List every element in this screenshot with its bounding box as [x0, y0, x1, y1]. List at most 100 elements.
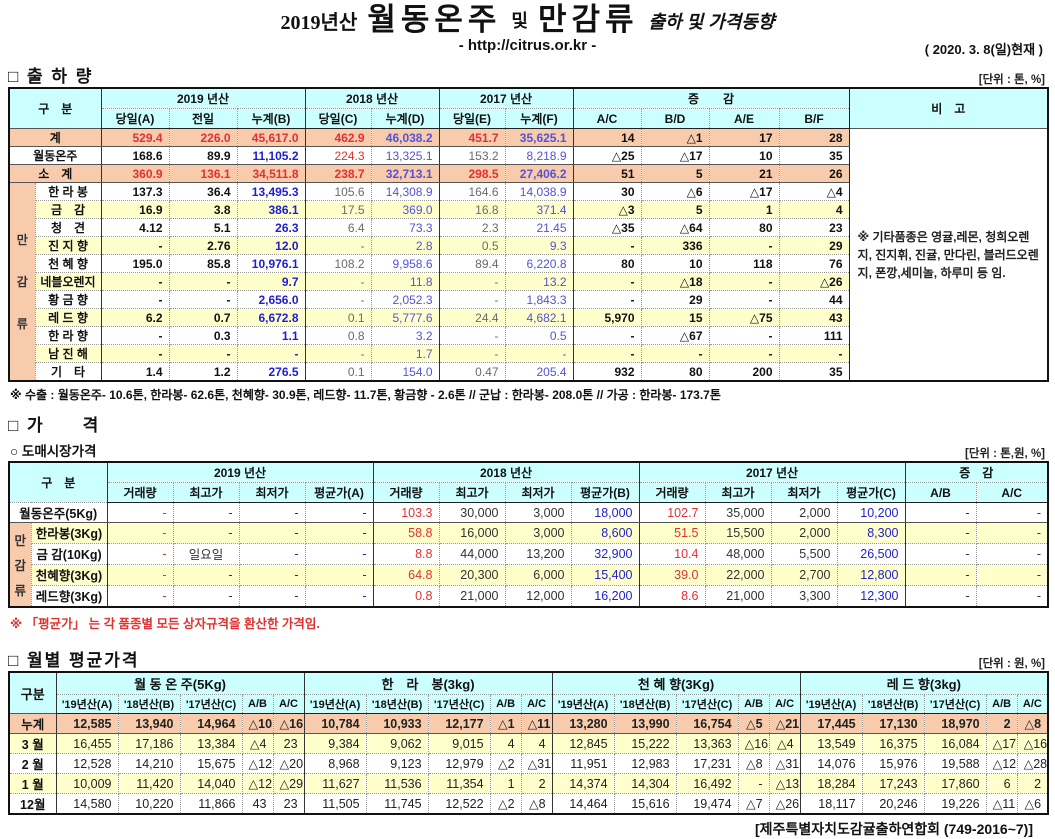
- table-cell: 12,983: [613, 753, 677, 774]
- table-cell: 4,682.1: [504, 308, 574, 327]
- table-cell: 226.0: [168, 128, 238, 147]
- row-label: 한 라 봉: [34, 182, 102, 201]
- table-cell: 43: [778, 308, 850, 327]
- table-cell: 20,246: [861, 793, 925, 815]
- table-cell: 12,522: [427, 793, 491, 815]
- table-cell: 23: [272, 793, 305, 815]
- table-cell: △6: [1016, 793, 1049, 815]
- table-cell: 26: [778, 164, 850, 183]
- table-cell: -: [238, 584, 306, 608]
- table-cell: △11: [520, 713, 553, 734]
- table-cell: 16,084: [923, 733, 987, 754]
- table-cell: 39.0: [638, 563, 706, 586]
- table-cell: 8.6: [638, 584, 706, 608]
- column-header: '19년산(A): [799, 694, 863, 714]
- table-cell: 11,627: [303, 773, 367, 794]
- table-cell: -: [304, 584, 374, 608]
- table-cell: 2: [985, 713, 1018, 734]
- table-cell: △6: [640, 182, 710, 201]
- table-cell: △1: [489, 713, 522, 734]
- table-cell: 29: [640, 290, 710, 309]
- table-cell: 2: [520, 773, 553, 794]
- table-row: 소 계 360.9 136.1 34,511.8 238.7 32,713.1 298.5 2…: [8, 164, 1049, 183]
- row-label: 1 월: [8, 773, 57, 794]
- table-cell: 85.8: [168, 254, 238, 273]
- table-cell: 9,123: [365, 753, 429, 774]
- monthly-section-header: □ 월별 평균가격 [단위 : 원, %]: [8, 646, 1047, 671]
- table-cell: -: [708, 272, 780, 291]
- table-cell: 118: [708, 254, 780, 273]
- table-cell: 58.8: [372, 522, 440, 544]
- table-cell: 12,845: [551, 733, 615, 754]
- column-header: '18년산(B): [613, 694, 677, 714]
- table-cell: -: [904, 502, 977, 523]
- table-cell: 24.4: [438, 308, 506, 327]
- column-header: 당일(A): [100, 108, 170, 129]
- table-cell: 336: [640, 236, 710, 255]
- table-cell: 4: [778, 200, 850, 219]
- row-label: 청 견: [34, 218, 102, 237]
- table-cell: 5: [640, 200, 710, 219]
- table-cell: 9,062: [365, 733, 429, 754]
- corner-header: 구분: [8, 671, 57, 714]
- column-header: 최저가: [504, 482, 572, 503]
- column-header: 평균가(C): [836, 482, 906, 503]
- table-cell: △13: [768, 773, 801, 794]
- table-cell: 21.45: [504, 218, 574, 237]
- table-cell: 17,445: [799, 713, 863, 734]
- table-cell: 16.8: [438, 200, 506, 219]
- table-cell: -: [572, 344, 642, 363]
- column-header: 당일(C): [304, 108, 372, 129]
- column-header: '17년산(C): [427, 694, 491, 714]
- table-cell: 14,580: [55, 793, 119, 815]
- table-cell: 89.9: [168, 146, 238, 165]
- table-cell: 19,474: [675, 793, 739, 815]
- table-cell: 16,200: [570, 584, 640, 608]
- table-cell: 6: [985, 773, 1018, 794]
- table-cell: △31: [520, 753, 553, 774]
- group-header: 천 혜 향(3Kg): [551, 671, 801, 695]
- table-cell: △11: [985, 793, 1018, 815]
- table-cell: 153.2: [438, 146, 506, 165]
- table-cell: 5,500: [770, 542, 838, 565]
- table-cell: 5,777.6: [370, 308, 440, 327]
- table-cell: 0.5: [504, 326, 574, 345]
- price-subsection-header: ○ 도매시장가격 [단위 : 톤,원, %]: [8, 438, 1047, 461]
- table-cell: 11.8: [370, 272, 440, 291]
- table-cell: -: [238, 522, 306, 544]
- group-header: 증 감: [572, 87, 850, 109]
- table-cell: 35,000: [704, 502, 772, 523]
- table-cell: 4.12: [100, 218, 170, 237]
- table-cell: 1: [489, 773, 522, 794]
- table-cell: 0.1: [304, 308, 372, 327]
- group-header: 2017 년산: [438, 87, 574, 109]
- table-cell: 2,656.0: [236, 290, 306, 309]
- table-cell: 30,000: [438, 502, 506, 523]
- table-cell: 32,900: [570, 542, 640, 565]
- row-label: 황 금 향: [34, 290, 102, 309]
- table-cell: 12,528: [55, 753, 119, 774]
- table-row: 1 월 10,009 11,420 14,040 △12 △29 11,627 11,536 1…: [8, 773, 1049, 794]
- table-cell: 11,354: [427, 773, 491, 794]
- table-cell: -: [708, 326, 780, 345]
- group-header: 2018 년산: [372, 461, 640, 483]
- column-header: A/B: [985, 694, 1018, 714]
- table-cell: 4: [520, 733, 553, 754]
- row-label: 금 감(10Kg): [30, 542, 108, 565]
- shipment-footnote: ※ 수출 : 월동온주- 10.6톤, 한라봉- 62.6톤, 천혜향- 30.…: [10, 388, 721, 402]
- table-cell: -: [708, 236, 780, 255]
- table-cell: 5.1: [168, 218, 238, 237]
- table-cell: 12,979: [427, 753, 491, 774]
- table-cell: 3,300: [770, 584, 838, 608]
- table-cell: 451.7: [438, 128, 506, 147]
- report-header: 2019년산 월동온주 및 만감류 출하 및 가격동향 - http://cit…: [8, 4, 1047, 60]
- group-header: 2018 년산: [304, 87, 440, 109]
- column-header: A/C: [572, 108, 642, 129]
- column-header: '17년산(C): [923, 694, 987, 714]
- table-cell: 51.5: [638, 522, 706, 544]
- table-cell: 1.1: [236, 326, 306, 345]
- table-row: 레드향(3Kg) - - - -0.8 21,000 12,000 16,200 8.6 21,0…: [9, 584, 1049, 608]
- column-header: A/B: [241, 694, 274, 714]
- table-cell: 12,300: [836, 584, 906, 608]
- table-cell: 1.4: [100, 362, 170, 382]
